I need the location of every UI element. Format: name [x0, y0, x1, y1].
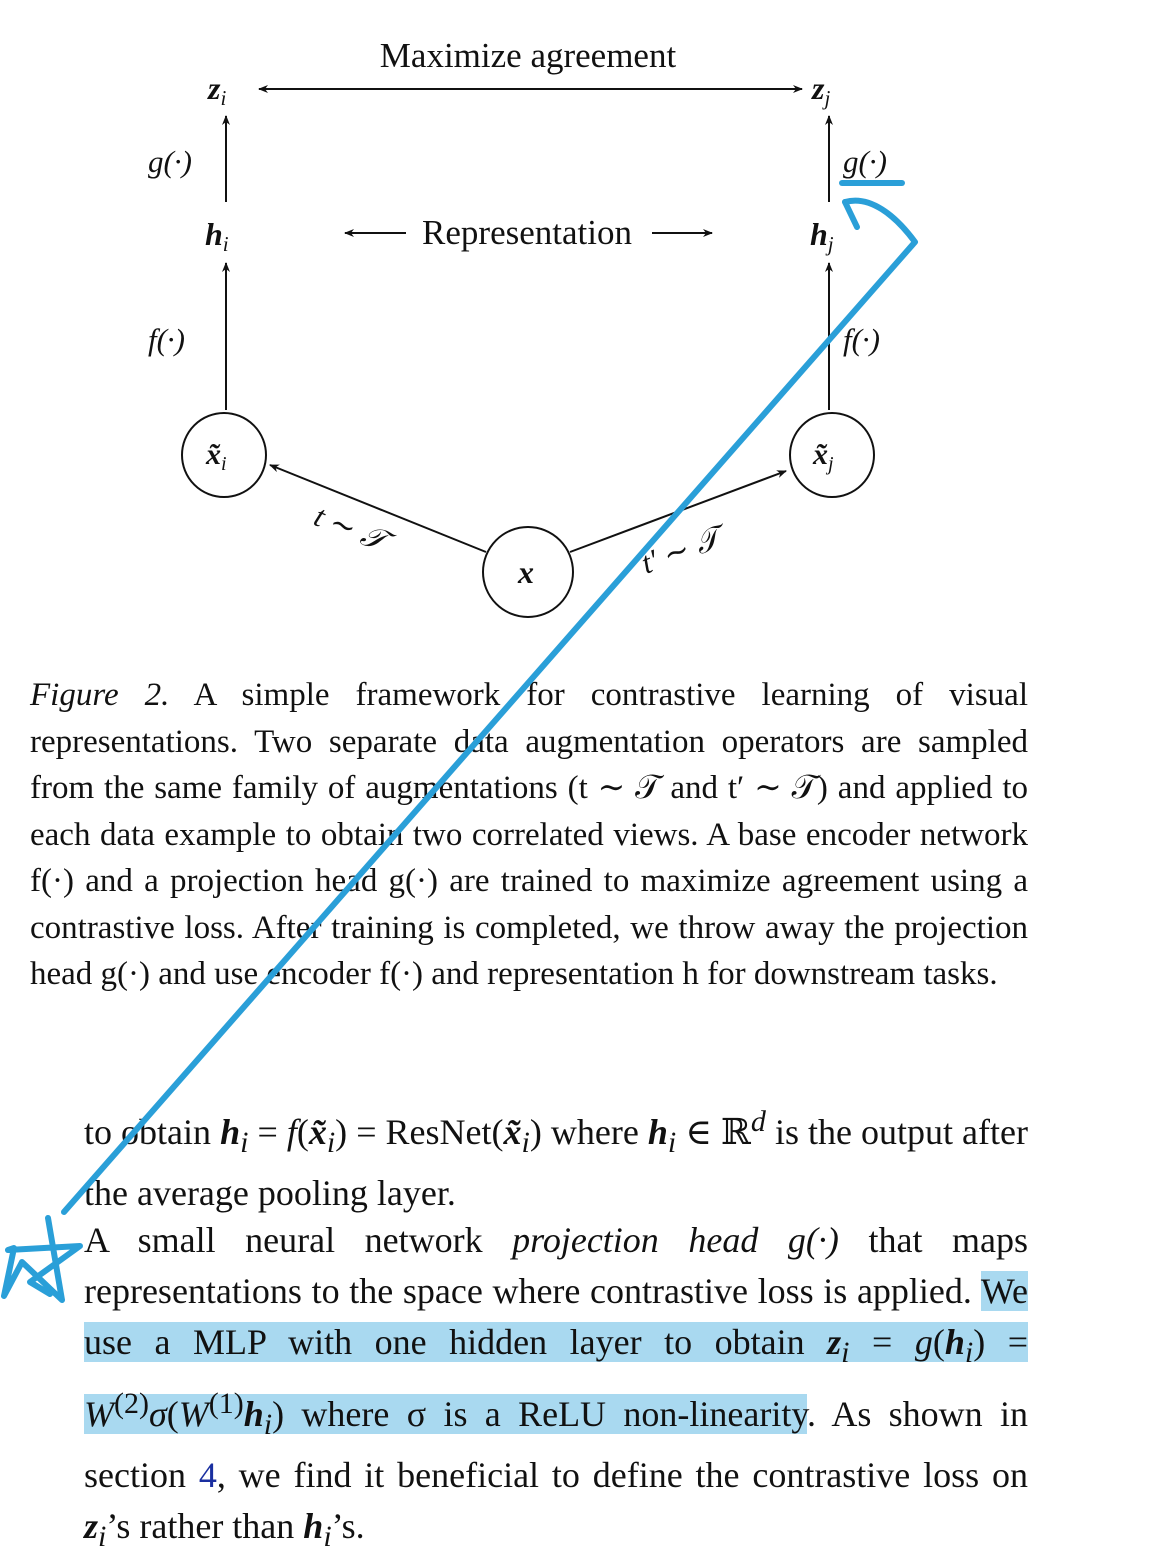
figure-caption: Figure 2. A simple framework for contras…: [30, 672, 1028, 998]
f-label-right: f(·): [843, 322, 880, 357]
section-4-link[interactable]: 4: [198, 1455, 217, 1496]
t-sim-T-label: t ∼ 𝒯: [309, 498, 399, 562]
simclr-framework-diagram: Maximize agreement zi g(·) hi f(·) x̃i R…: [148, 36, 887, 618]
h-i-node: hi: [205, 216, 229, 256]
g-label-left: g(·): [148, 144, 192, 179]
figure-label: Figure 2.: [30, 677, 170, 713]
t-prime-sim-T-label: t′ ∼ 𝒯: [636, 517, 732, 581]
encoder-paragraph: to obtain hi = f(x̃i) = ResNet(x̃i) wher…: [84, 1105, 1028, 1214]
x-input-label: x: [517, 554, 534, 590]
pen-star-stroke: [1, 1215, 83, 1303]
z-j-node: zj: [811, 70, 830, 110]
projection-head-paragraph: A small neural network projection head g…: [84, 1220, 1029, 1554]
f-label-left: f(·): [148, 322, 185, 357]
maximize-agreement-label: Maximize agreement: [380, 36, 677, 75]
h-j-node: hj: [810, 216, 834, 256]
representation-label: Representation: [422, 213, 632, 252]
z-i-node: zi: [207, 70, 226, 110]
g-label-right: g(·): [843, 144, 887, 179]
caption-text: A simple framework for contrastive learn…: [30, 677, 1028, 992]
